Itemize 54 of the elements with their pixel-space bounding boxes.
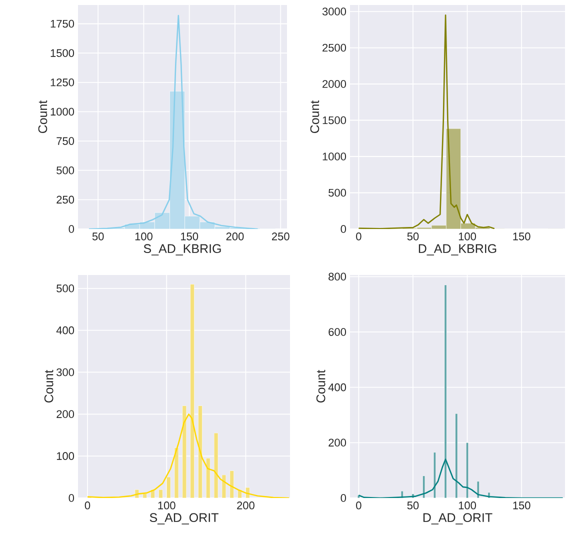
- y-tick-label: 1000: [50, 108, 74, 116]
- y-tick-label: 1500: [50, 49, 74, 57]
- x-tick-label: 200: [226, 232, 244, 240]
- line-series: [88, 14, 258, 229]
- x-tick-label: 50: [407, 502, 419, 510]
- line-series: [358, 14, 496, 229]
- line-series: [86, 414, 290, 498]
- x-tick-label: 50: [407, 232, 419, 240]
- x-tick-label: 100: [135, 232, 152, 240]
- y-tick-label: 0: [340, 225, 346, 233]
- x-tick-label: 150: [513, 502, 530, 510]
- y-tick-label: 2000: [322, 80, 346, 88]
- x-tick-label: 0: [356, 502, 362, 510]
- x-tick-label: 0: [356, 232, 362, 240]
- y-tick-label: 750: [56, 137, 74, 145]
- y-tick-label: 500: [328, 188, 346, 197]
- x-tick-label: 0: [84, 502, 90, 510]
- y-tick-label: 500: [56, 166, 74, 174]
- y-tick-label: 0: [68, 494, 74, 502]
- y-tick-label: 1250: [50, 78, 74, 86]
- y-axis-title: Count: [44, 370, 54, 403]
- y-tick-label: 400: [328, 383, 346, 392]
- y-tick-label: 200: [56, 410, 74, 418]
- x-axis-title: S_AD_KBRIG: [144, 244, 221, 256]
- y-tick-label: 1000: [322, 152, 346, 160]
- y-tick-label: 300: [56, 368, 74, 376]
- x-tick-label: 250: [272, 232, 290, 240]
- x-tick-label: 150: [513, 232, 530, 240]
- x-axis-title: D_AD_KBRIG: [418, 244, 496, 256]
- y-tick-label: 1750: [50, 20, 74, 28]
- x-tick-label: 150: [181, 232, 198, 240]
- x-tick-label: 50: [92, 232, 104, 240]
- x-axis-title: D_AD_ORIT: [423, 513, 492, 524]
- y-tick-label: 400: [56, 326, 74, 334]
- x-axis-title: S_AD_ORIT: [150, 513, 218, 524]
- y-tick-label: 200: [328, 438, 346, 447]
- y-axis-title: Count: [316, 370, 326, 403]
- y-tick-label: 800: [328, 272, 346, 281]
- y-tick-label: 1500: [322, 116, 346, 124]
- y-tick-label: 0: [340, 494, 346, 502]
- y-tick-label: 600: [328, 328, 346, 336]
- x-tick-label: 100: [458, 502, 476, 510]
- x-tick-label: 100: [158, 502, 176, 510]
- y-tick-label: 500: [56, 284, 74, 292]
- x-tick-label: 100: [458, 232, 476, 240]
- y-axis-title: Count: [38, 100, 48, 134]
- x-tick-label: 200: [237, 502, 254, 510]
- line-series: [358, 458, 564, 498]
- y-tick-label: 2500: [322, 44, 346, 52]
- y-tick-label: 0: [68, 225, 74, 233]
- y-tick-label: 250: [56, 196, 74, 204]
- y-tick-label: 3000: [322, 8, 346, 16]
- y-tick-label: 100: [56, 452, 74, 460]
- y-axis-title: Count: [310, 100, 320, 134]
